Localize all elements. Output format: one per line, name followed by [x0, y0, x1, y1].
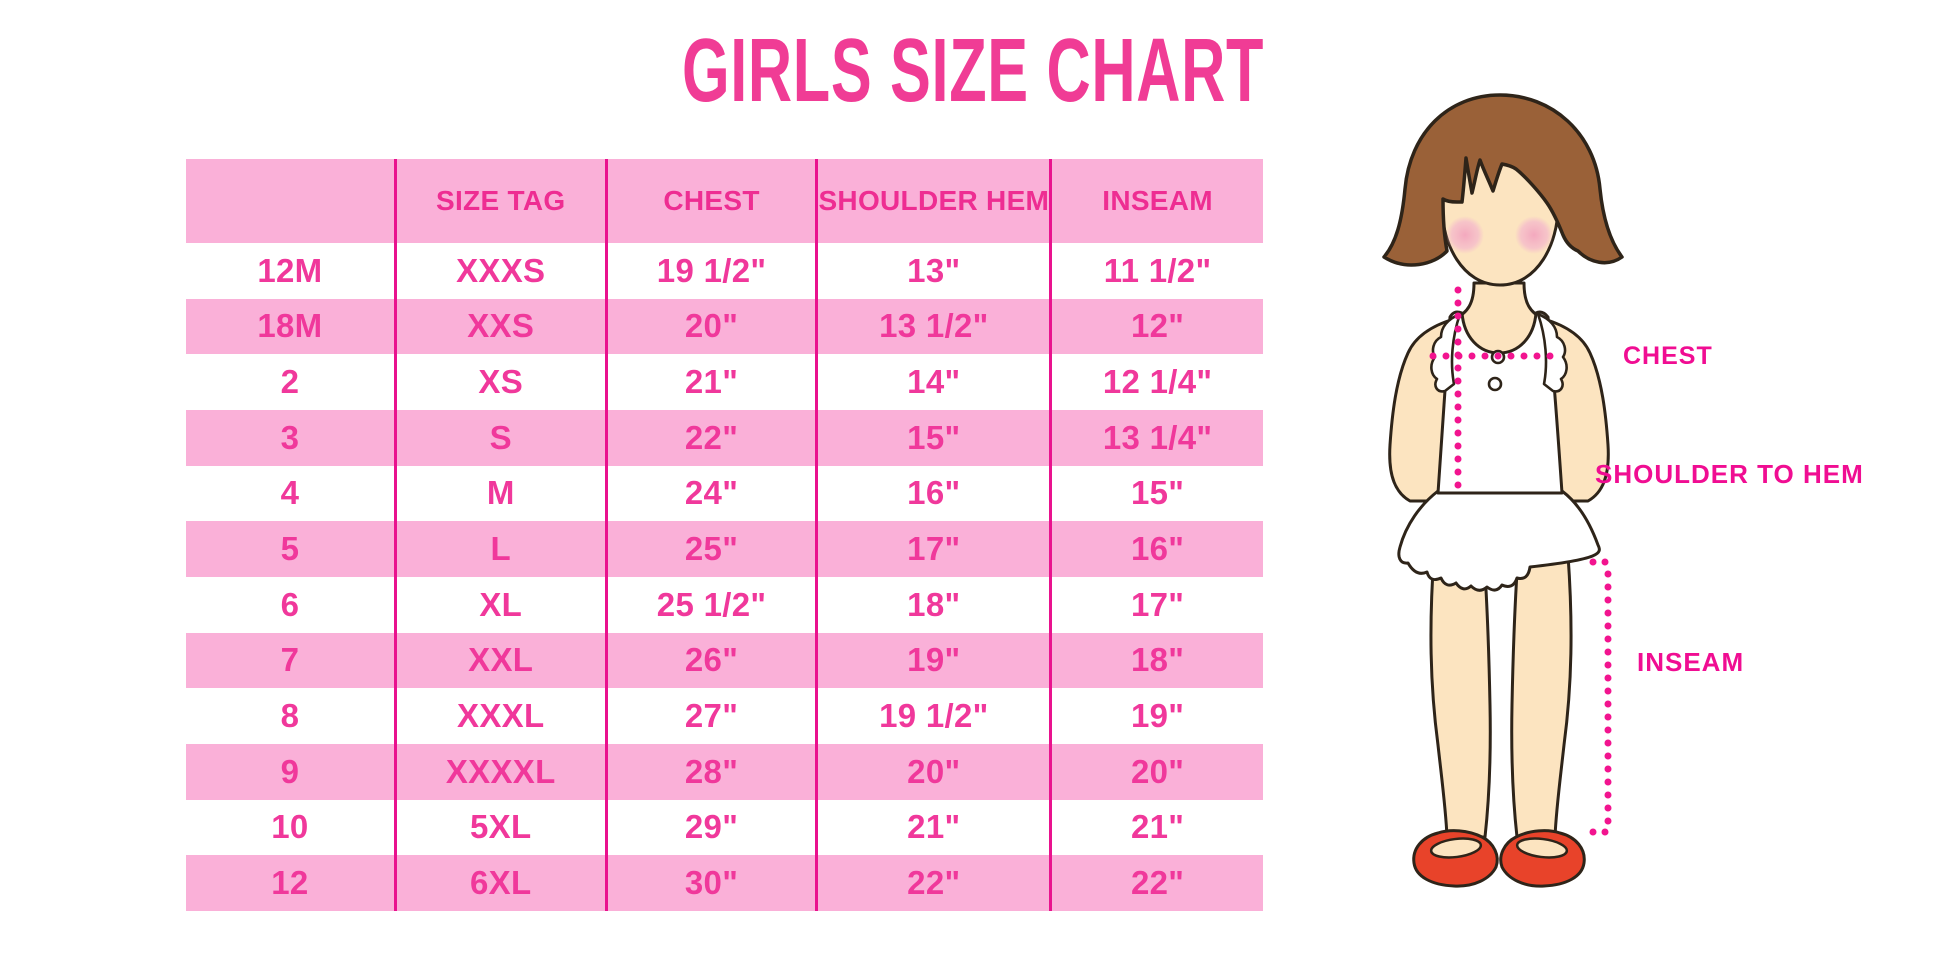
column-header-inseam: INSEAM: [1052, 159, 1263, 243]
girl-legs: [1429, 553, 1573, 839]
blush: [1446, 216, 1484, 254]
size-cell-row7-col2: XL: [396, 577, 608, 633]
size-cell-row7-col3: 25 1/2": [607, 577, 819, 633]
size-cell-row6-col1: 5: [186, 521, 397, 577]
size-cell-row2-col4: 13 1/2": [818, 298, 1053, 355]
size-cell-row4-col3: 22": [607, 410, 819, 466]
girl-hair: [1382, 93, 1624, 267]
size-cell-row12-col3: 30": [607, 855, 819, 911]
size-cell-row1-col2: XXXS: [396, 243, 608, 299]
size-cell-row4-col5: 13 1/4": [1052, 410, 1263, 466]
size-cell-row1-col5: 11 1/2": [1052, 243, 1263, 299]
size-cell-row12-col1: 12: [186, 855, 397, 911]
size-cell-row10-col3: 28": [607, 744, 819, 800]
size-cell-row1-col3: 19 1/2": [607, 243, 819, 299]
size-cell-row4-col1: 3: [186, 410, 397, 466]
size-cell-row4-col2: S: [396, 410, 608, 466]
size-cell-row12-col5: 22": [1052, 855, 1263, 911]
blush: [1515, 216, 1553, 254]
size-cell-row11-col2: 5XL: [396, 799, 608, 856]
chest-label: CHEST: [1623, 342, 1713, 370]
size-cell-row2-col2: XXS: [396, 298, 608, 355]
size-cell-row9-col2: XXXL: [396, 688, 608, 744]
size-cell-row5-col4: 16": [818, 465, 1053, 522]
size-cell-row9-col1: 8: [186, 688, 397, 744]
size-cell-row2-col3: 20": [607, 298, 819, 355]
column-header-chest: CHEST: [607, 159, 819, 243]
size-cell-row1-col4: 13": [818, 243, 1053, 299]
size-cell-row10-col1: 9: [186, 744, 397, 800]
girls-size-table: SIZE TAG CHEST SHOULDER HEM INSEAM 12M XXXS 19…: [186, 159, 1263, 911]
shoulder-to-hem-label: SHOULDER TO HEM: [1595, 459, 1864, 489]
size-cell-row5-col1: 4: [186, 465, 397, 522]
girl-illustration: [1382, 93, 1624, 888]
size-cell-row12-col2: 6XL: [396, 855, 608, 911]
page-title: GIRLS SIZE CHART: [681, 21, 1265, 121]
size-cell-row6-col2: L: [396, 521, 608, 577]
girl-skirt: [1397, 489, 1601, 592]
size-cell-row11-col1: 10: [186, 799, 397, 856]
size-cell-row10-col5: 20": [1052, 744, 1263, 800]
size-cell-row1-col1: 12M: [186, 243, 397, 299]
size-cell-row4-col4: 15": [818, 410, 1053, 466]
size-cell-row8-col3: 26": [607, 632, 819, 689]
size-cell-row6-col3: 25": [607, 521, 819, 577]
size-cell-row2-col5: 12": [1052, 298, 1263, 355]
size-cell-row2-col1: 18M: [186, 298, 397, 355]
size-cell-row8-col5: 18": [1052, 632, 1263, 689]
size-cell-row5-col5: 15": [1052, 465, 1263, 522]
size-cell-row11-col5: 21": [1052, 799, 1263, 856]
size-cell-row5-col3: 24": [607, 465, 819, 522]
right-ruffle: [1536, 312, 1568, 393]
size-cell-row8-col1: 7: [186, 632, 397, 689]
size-cell-row11-col3: 29": [607, 799, 819, 856]
size-cell-row11-col4: 21": [818, 799, 1053, 856]
size-cell-row7-col4: 18": [818, 577, 1053, 633]
size-cell-row8-col2: XXL: [396, 632, 608, 689]
size-cell-row9-col4: 19 1/2": [818, 688, 1053, 744]
size-cell-row6-col5: 16": [1052, 521, 1263, 577]
size-cell-row3-col4: 14": [818, 354, 1053, 410]
girl-shoes: [1412, 829, 1586, 888]
size-cell-row12-col4: 22": [818, 855, 1053, 911]
size-cell-row3-col2: XS: [396, 354, 608, 410]
button: [1487, 376, 1503, 392]
size-cell-row5-col2: M: [396, 465, 608, 522]
column-header-shoulder-hem: SHOULDER HEM: [818, 159, 1053, 243]
size-cell-row3-col3: 21": [607, 354, 819, 410]
size-cell-row10-col2: XXXXL: [396, 744, 608, 800]
size-cell-row7-col1: 6: [186, 577, 397, 633]
size-cell-row3-col1: 2: [186, 354, 397, 410]
size-cell-row9-col5: 19": [1052, 688, 1263, 744]
size-cell-row9-col3: 27": [607, 688, 819, 744]
size-cell-row6-col4: 17": [818, 521, 1053, 577]
size-cell-row8-col4: 19": [818, 632, 1053, 689]
column-header-size-tag: SIZE TAG: [396, 159, 608, 243]
size-cell-row3-col5: 12 1/4": [1052, 354, 1263, 410]
inseam-label: INSEAM: [1637, 647, 1745, 677]
size-cell-row10-col4: 20": [818, 744, 1053, 800]
size-cell-row7-col5: 17": [1052, 577, 1263, 633]
inseam-measure-line: [1589, 558, 1620, 836]
column-header-empty: [186, 159, 397, 243]
